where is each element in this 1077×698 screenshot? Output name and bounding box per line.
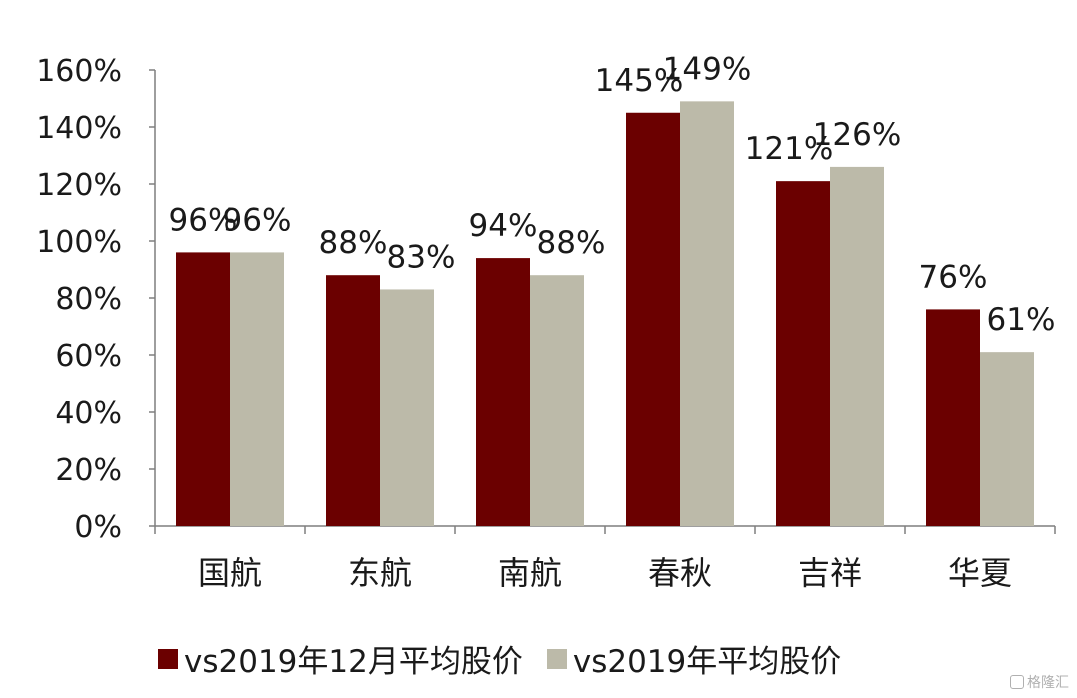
legend-item-series-2: vs2019年平均股价 [546, 636, 842, 681]
bar-chart: 0% 20% 40% 60% 80% 100% 120% 140% 160% 国航 东航 南航 春秋 吉… [36, 51, 1056, 592]
watermark-logo-icon [1010, 675, 1024, 689]
y-tick-label: 20% [55, 453, 122, 488]
data-label-series-2: 149% [663, 51, 752, 87]
x-axis: 国航 东航 南航 春秋 吉祥 华夏 [154, 525, 1056, 592]
x-category-label: 南航 [498, 554, 562, 592]
data-label-series-2: 126% [813, 117, 902, 153]
bar-series-2 [380, 289, 434, 526]
data-label-series-1: 88% [319, 225, 388, 261]
bar-series-2 [530, 275, 584, 526]
legend-swatch-series-2 [546, 648, 567, 669]
bar-series-1 [926, 309, 980, 526]
x-category-label: 东航 [348, 554, 412, 592]
y-tick-label: 40% [55, 396, 122, 431]
bar-series-1 [326, 275, 380, 526]
legend-label-series-2: vs2019年平均股价 [572, 644, 842, 680]
data-label-series-2: 96% [223, 202, 292, 238]
y-tick-label: 60% [55, 339, 122, 374]
bar-series-2 [980, 352, 1034, 526]
x-category-label: 华夏 [948, 554, 1012, 592]
data-label-series-2: 88% [537, 225, 606, 261]
watermark-text: 格隆汇 [1027, 675, 1069, 691]
bars [176, 101, 1034, 526]
data-label-series-2: 61% [987, 302, 1056, 338]
y-tick-label: 80% [55, 282, 122, 317]
y-tick-label: 120% [36, 168, 122, 203]
legend-swatch-series-1 [158, 648, 178, 669]
legend-item-series-1: vs2019年12月平均股价 [158, 636, 523, 681]
legend-label-series-1: vs2019年12月平均股价 [184, 644, 523, 680]
data-label-series-2: 83% [387, 239, 456, 275]
bar-series-1 [176, 252, 230, 526]
bar-series-2 [680, 101, 734, 526]
data-label-series-1: 96% [169, 202, 238, 238]
bar-series-1 [626, 112, 680, 526]
x-category-label: 春秋 [648, 554, 712, 592]
bar-series-2 [230, 252, 284, 526]
data-label-series-1: 94% [469, 208, 538, 244]
legend: vs2019年12月平均股价 vs2019年平均股价 [158, 636, 841, 681]
y-tick-label: 0% [74, 510, 122, 545]
bar-series-1 [776, 181, 830, 526]
y-tick-label: 100% [36, 225, 122, 260]
y-axis: 0% 20% 40% 60% 80% 100% 120% 140% 160% [36, 54, 156, 545]
data-label-series-1: 145% [595, 63, 684, 99]
x-category-label: 吉祥 [798, 554, 862, 592]
y-tick-label: 140% [36, 111, 122, 146]
bar-series-2 [830, 166, 884, 526]
y-tick-label: 160% [36, 54, 122, 89]
data-labels: 96%96%88% 83%94% 88%145%149%121%126%76%61% [169, 51, 1056, 338]
x-category-label: 国航 [198, 554, 262, 592]
bar-series-1 [476, 258, 530, 526]
data-label-series-1: 76% [919, 259, 988, 295]
data-label-series-1: 121% [745, 131, 834, 167]
watermark: 格隆汇 [1010, 672, 1069, 692]
